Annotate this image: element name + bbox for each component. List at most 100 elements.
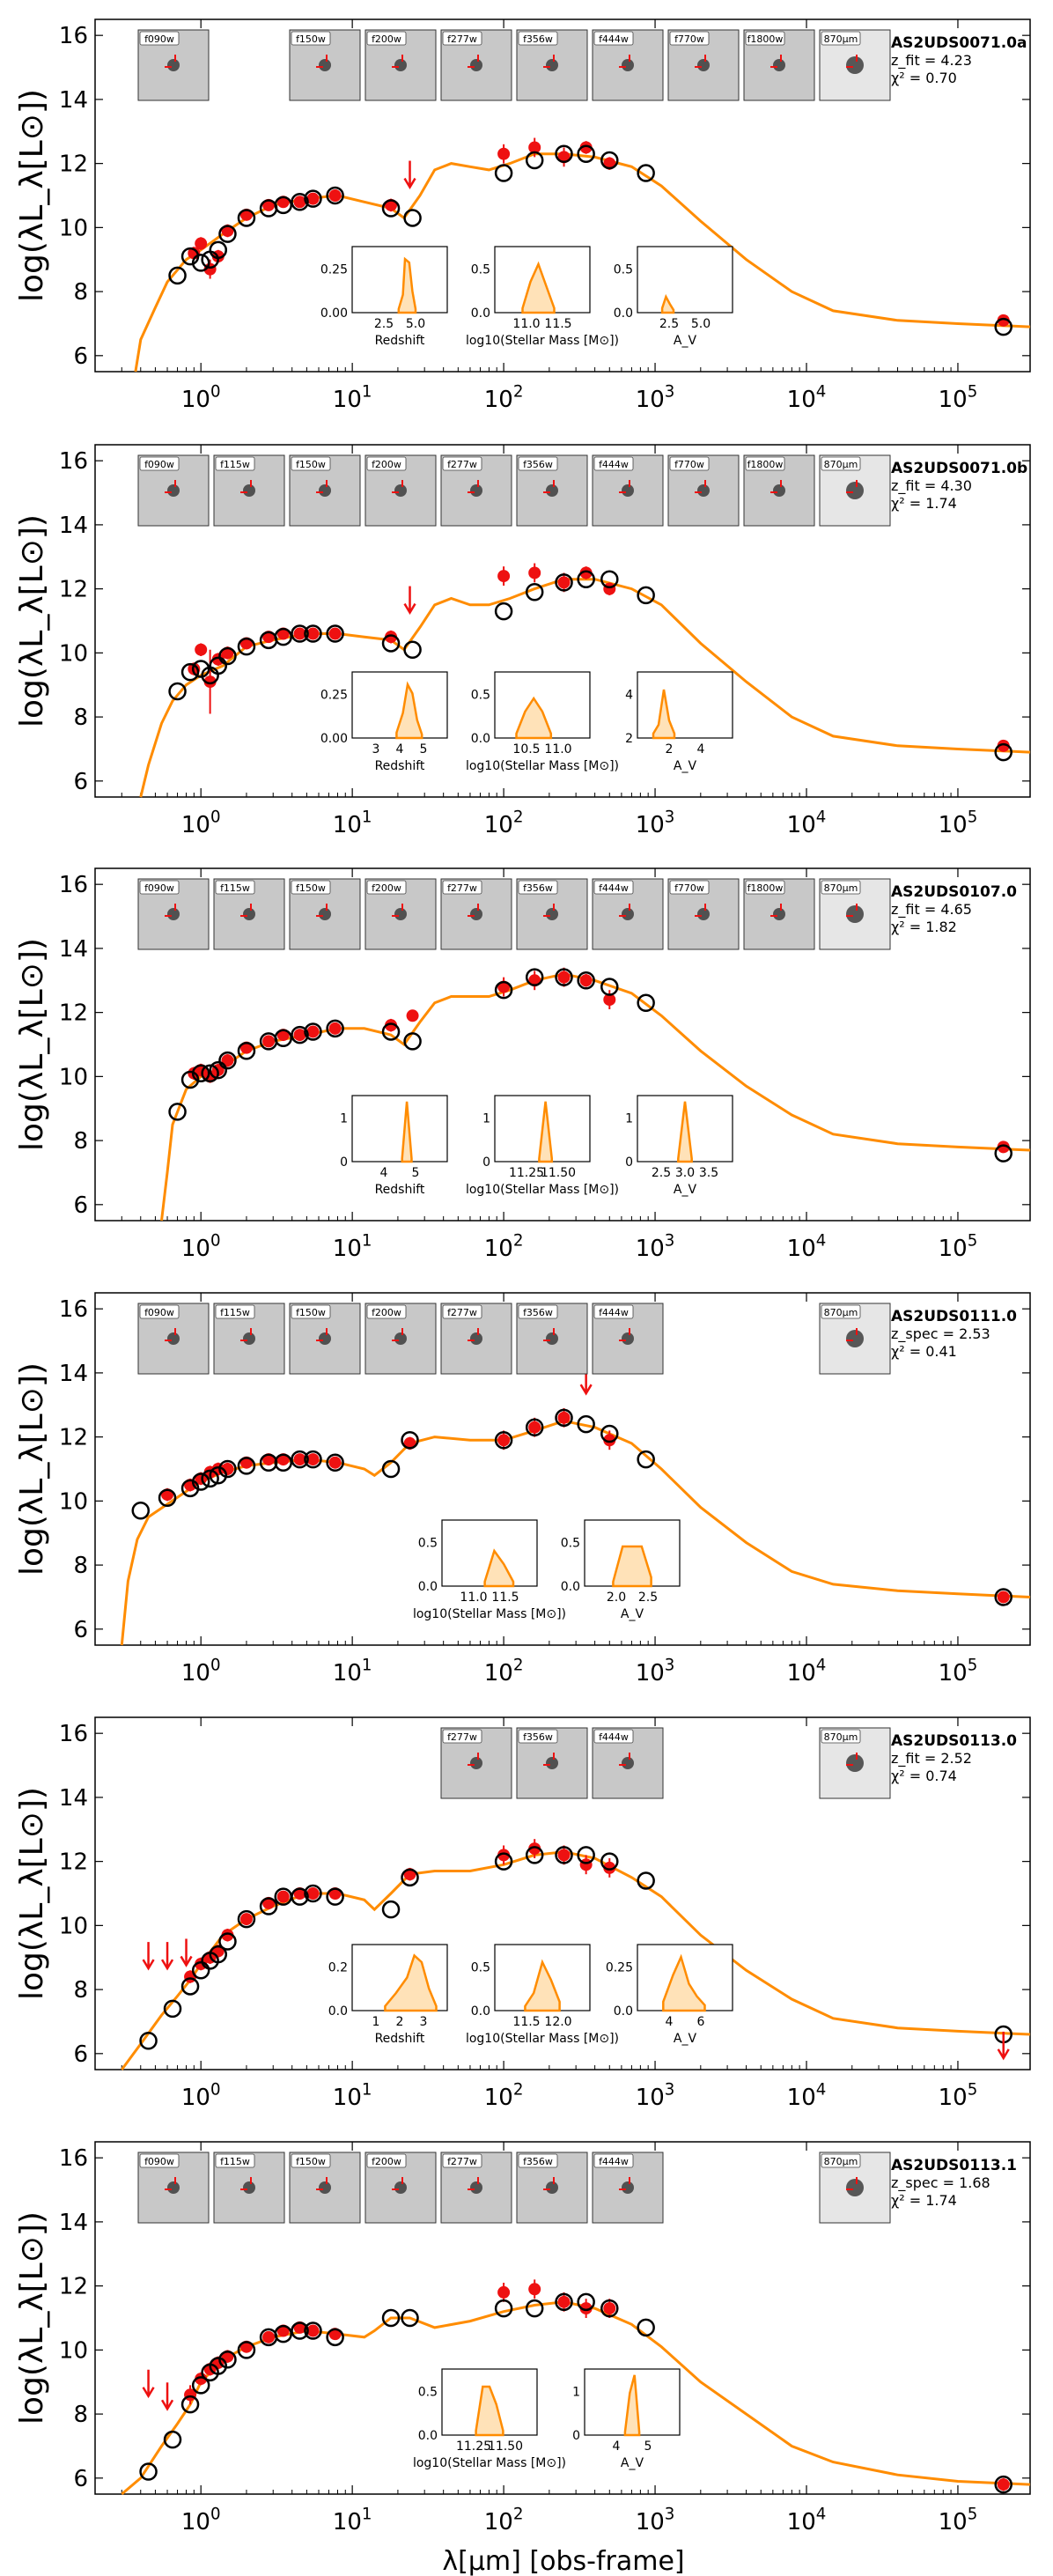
stamp-label: f1800w: [747, 459, 784, 470]
stamp-label: f200w: [372, 2156, 401, 2167]
model-photometry-point: [209, 656, 228, 675]
image-stamp-f200w: f200w: [364, 1303, 437, 1375]
inset-y-tick-label: 0.2: [328, 1961, 348, 1975]
x-tick-label: 103: [636, 1656, 675, 1687]
position-marker: [543, 480, 555, 493]
model-photometry-point: [180, 2395, 200, 2414]
photometry-point: [557, 2295, 571, 2308]
x-tick-label: 100: [181, 1656, 221, 1687]
model-photometry-point: [994, 2475, 1012, 2494]
posterior-inset-1: 0.00 0.25 3 4 5 Redshift: [320, 671, 448, 773]
stamp-label-box: [366, 2153, 407, 2168]
inset-axis-label: A_V: [674, 1183, 697, 1197]
stamp-label-box: [745, 31, 785, 46]
model-photometry-point: [525, 2299, 544, 2318]
stamp-label: f200w: [372, 882, 401, 894]
posterior-histogram: [652, 689, 676, 740]
image-stamp-f277w: f277w: [440, 878, 512, 950]
stamp-label: f444w: [599, 1731, 629, 1743]
inset-axis-label: A_V: [674, 759, 697, 773]
stamp-label-box: [291, 2153, 331, 2168]
model-photometry-point: [191, 254, 210, 272]
stamp-label: f277w: [447, 2156, 477, 2167]
x-tick-label: 101: [333, 808, 372, 838]
posterior-histogram: [660, 293, 675, 314]
inset-axis-label: Redshift: [375, 759, 425, 773]
posterior-histogram: [475, 2385, 504, 2437]
position-marker: [846, 2177, 858, 2190]
y-tick-label: 12: [59, 1000, 88, 1027]
sed-panel-2: 6 8 10 12 14 16 100 101 102 103 104 105 log(λL_λ[L⊙]…: [14, 444, 1031, 838]
source-blob: [167, 2181, 180, 2194]
source-blob: [319, 2181, 331, 2194]
model-photometry-point: [401, 1431, 419, 1450]
image-stamp-f090w: f090w: [137, 2152, 210, 2224]
source-blob: [470, 908, 482, 920]
model-photometry-point: [494, 164, 513, 182]
source-blob: [167, 59, 180, 71]
model-photometry-point: [259, 1897, 278, 1915]
y-tick-label: 16: [59, 1721, 88, 1747]
model-photometry-point: [525, 583, 544, 602]
image-stamp-f770w: f770w: [667, 878, 740, 950]
model-photometry-point: [237, 209, 256, 227]
model-photometry-point: [201, 1469, 219, 1488]
stamp-label: f115w: [220, 2156, 250, 2167]
y-tick-label: 6: [73, 1192, 88, 1219]
position-marker: [543, 1753, 555, 1766]
source-blob: [773, 59, 785, 71]
posterior-histogram: [401, 1101, 413, 1163]
stamp-label-box: [593, 880, 634, 895]
stamp-label-box: [518, 31, 558, 46]
position-marker: [240, 1328, 252, 1341]
stamp-label-box: [593, 2153, 634, 2168]
inset-y-tick-label: 1: [572, 2386, 580, 2400]
image-stamp-f150w: f150w: [289, 1303, 361, 1375]
sed-panel-4: 6 8 10 12 14 16 100 101 102 103 104 105 log(λL_λ[L⊙]…: [14, 1292, 1031, 1687]
stamp-label: f356w: [523, 1307, 553, 1318]
source-blob: [319, 1332, 331, 1345]
photometry-point: [603, 2302, 616, 2315]
inset-frame: [351, 1095, 448, 1163]
inset-x-tick-label: 11.25: [456, 2439, 491, 2454]
inset-y-tick-label: 0.5: [614, 263, 633, 277]
source-blob: [846, 1754, 864, 1772]
source-blob: [319, 484, 331, 497]
model-photometry-point: [555, 1408, 573, 1428]
source-blob: [546, 59, 558, 71]
stamp-label-box: [291, 456, 331, 471]
model-photometry-point: [525, 1846, 544, 1864]
stamp-label-box: [745, 456, 785, 471]
photometry-point: [195, 237, 208, 250]
model-photometry-point: [304, 1022, 322, 1041]
stamp-label-box: [442, 1729, 482, 1744]
image-stamp-870μm: 870μm: [819, 1303, 891, 1375]
x-tick-label: 102: [484, 808, 524, 838]
x-tick-label: 104: [787, 1656, 827, 1687]
stamp-label: f150w: [296, 882, 326, 894]
model-photometry-point: [600, 978, 619, 996]
model-photometry-point: [381, 1459, 401, 1479]
posterior-inset-2: 0.0 0.5 11.0 11.5 log10(Stellar Mass [M⊙]): [466, 246, 619, 348]
model-photometry-point: [304, 624, 322, 643]
posterior-inset-1: 0.00 0.25 2.5 5.0 Redshift: [320, 246, 448, 348]
inset-x-tick-label: 3: [420, 2015, 428, 2029]
inset-y-tick-label: 1: [625, 1112, 633, 1126]
model-photometry-point: [637, 993, 655, 1012]
position-marker: [695, 480, 706, 493]
photometry-point: [406, 1009, 419, 1022]
model-photometry-point: [381, 199, 401, 218]
stamp-label: f356w: [523, 33, 553, 45]
model-photometry-point: [168, 266, 187, 285]
model-photometry-point: [555, 968, 573, 986]
y-tick-label: 14: [59, 2210, 88, 2236]
source-blob: [546, 484, 558, 497]
stamp-label: f277w: [447, 1731, 477, 1743]
y-tick-label: 6: [73, 1617, 88, 1643]
redshift-label: z_fit = 4.30: [891, 477, 972, 495]
y-tick-label: 10: [59, 215, 88, 241]
model-photometry-point: [291, 624, 309, 643]
inset-axis-label: A_V: [621, 1607, 644, 1621]
image-stamp-f356w: f356w: [516, 454, 588, 527]
